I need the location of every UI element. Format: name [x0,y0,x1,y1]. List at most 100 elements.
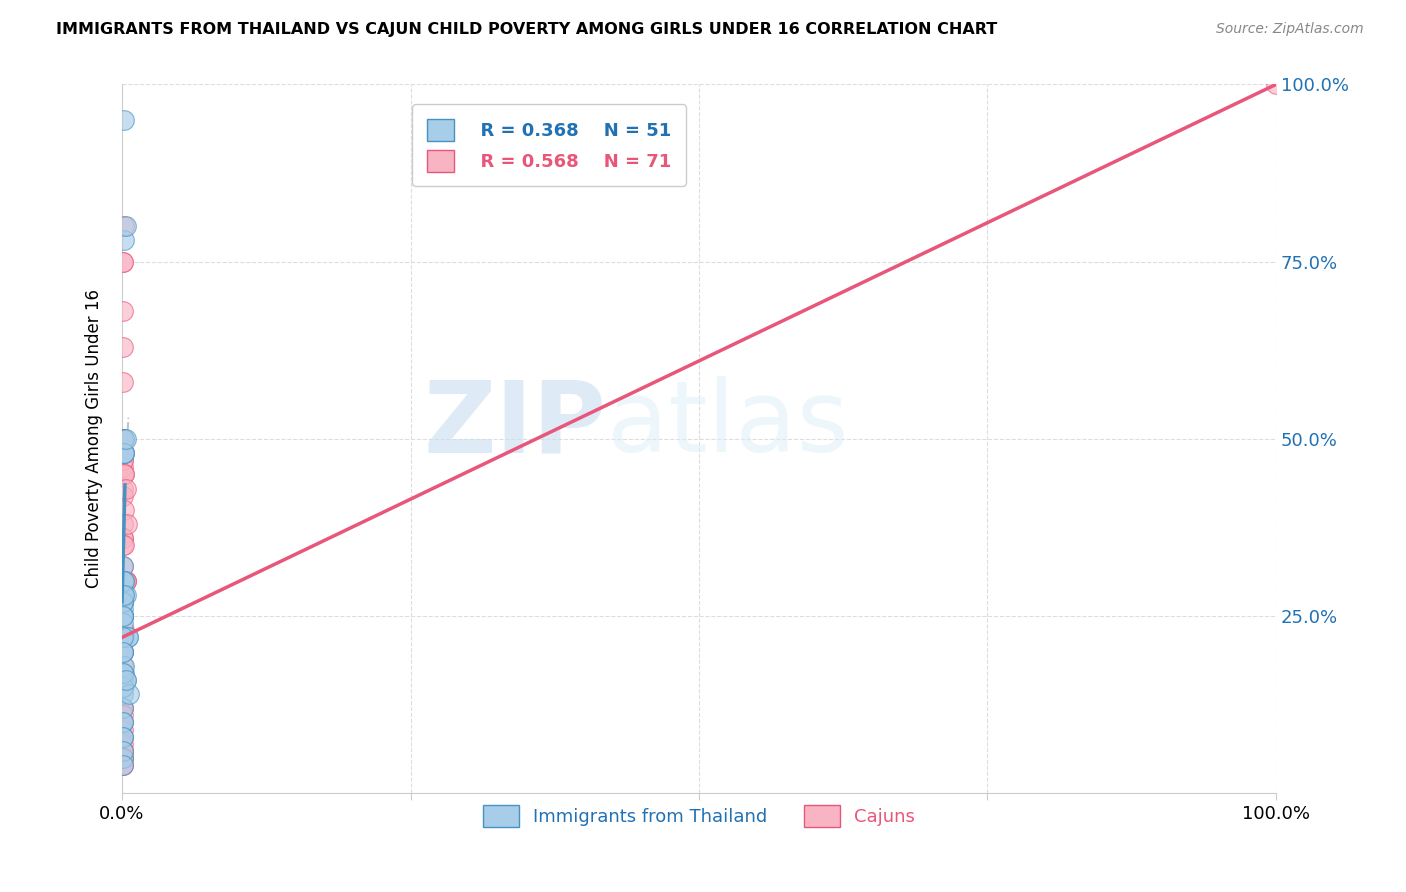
Point [112,602,135,616]
Point [112,751,135,765]
Point [112,588,135,602]
Point [112,609,135,624]
Point [112,531,135,545]
Point [112,489,135,503]
Point [112,673,135,687]
Point [112,751,135,765]
Text: IMMIGRANTS FROM THAILAND VS CAJUN CHILD POVERTY AMONG GIRLS UNDER 16 CORRELATION: IMMIGRANTS FROM THAILAND VS CAJUN CHILD … [56,22,997,37]
Point [112,758,135,772]
Point [112,595,135,609]
Point [114,574,136,588]
Point [112,432,135,446]
Point [112,744,135,758]
Point [112,503,135,517]
Point [114,482,136,496]
Point [114,673,136,687]
Point [112,715,135,730]
Point [112,559,135,574]
Point [112,644,135,658]
Point [112,574,135,588]
Point [112,574,135,588]
Point [112,631,135,645]
Point [112,453,135,467]
Point [112,715,135,730]
Point [112,588,135,602]
Point [115,516,138,531]
Point [114,673,136,687]
Point [112,446,135,460]
Point [112,304,135,318]
Point [112,219,135,234]
Text: atlas: atlas [607,376,848,474]
Point [1265,78,1288,92]
Point [112,609,135,624]
Point [112,467,135,482]
Point [112,609,135,624]
Point [112,432,135,446]
Point [112,460,135,475]
Point [112,482,135,496]
Point [112,701,135,715]
Point [112,737,135,751]
Point [112,701,135,715]
Point [112,673,135,687]
Point [112,595,135,609]
Y-axis label: Child Poverty Among Girls Under 16: Child Poverty Among Girls Under 16 [86,289,103,589]
Point [112,644,135,658]
Point [112,538,135,552]
Point [112,340,135,354]
Point [112,751,135,765]
Point [112,715,135,730]
Point [112,644,135,658]
Point [112,595,135,609]
Point [112,644,135,658]
Point [112,631,135,645]
Point [112,588,135,602]
Point [112,631,135,645]
Point [112,708,135,723]
Point [114,574,136,588]
Point [112,616,135,631]
Point [112,658,135,673]
Point [112,624,135,638]
Point [112,446,135,460]
Point [112,588,135,602]
Point [112,531,135,545]
Point [112,680,135,694]
Point [112,446,135,460]
Point [112,453,135,467]
Point [112,758,135,772]
Point [117,631,139,645]
Point [112,680,135,694]
Point [112,730,135,744]
Point [112,631,135,645]
Point [112,687,135,701]
Point [112,665,135,680]
Point [112,432,135,446]
Point [112,432,135,446]
Point [112,680,135,694]
Point [112,744,135,758]
Point [112,665,135,680]
Point [112,730,135,744]
Point [112,446,135,460]
Point [114,219,136,234]
Point [112,730,135,744]
Point [112,375,135,389]
Point [112,254,135,268]
Point [112,680,135,694]
Point [112,574,135,588]
Point [112,234,135,248]
Point [112,112,135,127]
Point [112,609,135,624]
Point [112,574,135,588]
Point [112,574,135,588]
Point [112,538,135,552]
Point [112,432,135,446]
Point [112,609,135,624]
Legend: Immigrants from Thailand, Cajuns: Immigrants from Thailand, Cajuns [475,797,922,834]
Text: Source: ZipAtlas.com: Source: ZipAtlas.com [1216,22,1364,37]
Point [112,680,135,694]
Point [112,559,135,574]
Point [112,574,135,588]
